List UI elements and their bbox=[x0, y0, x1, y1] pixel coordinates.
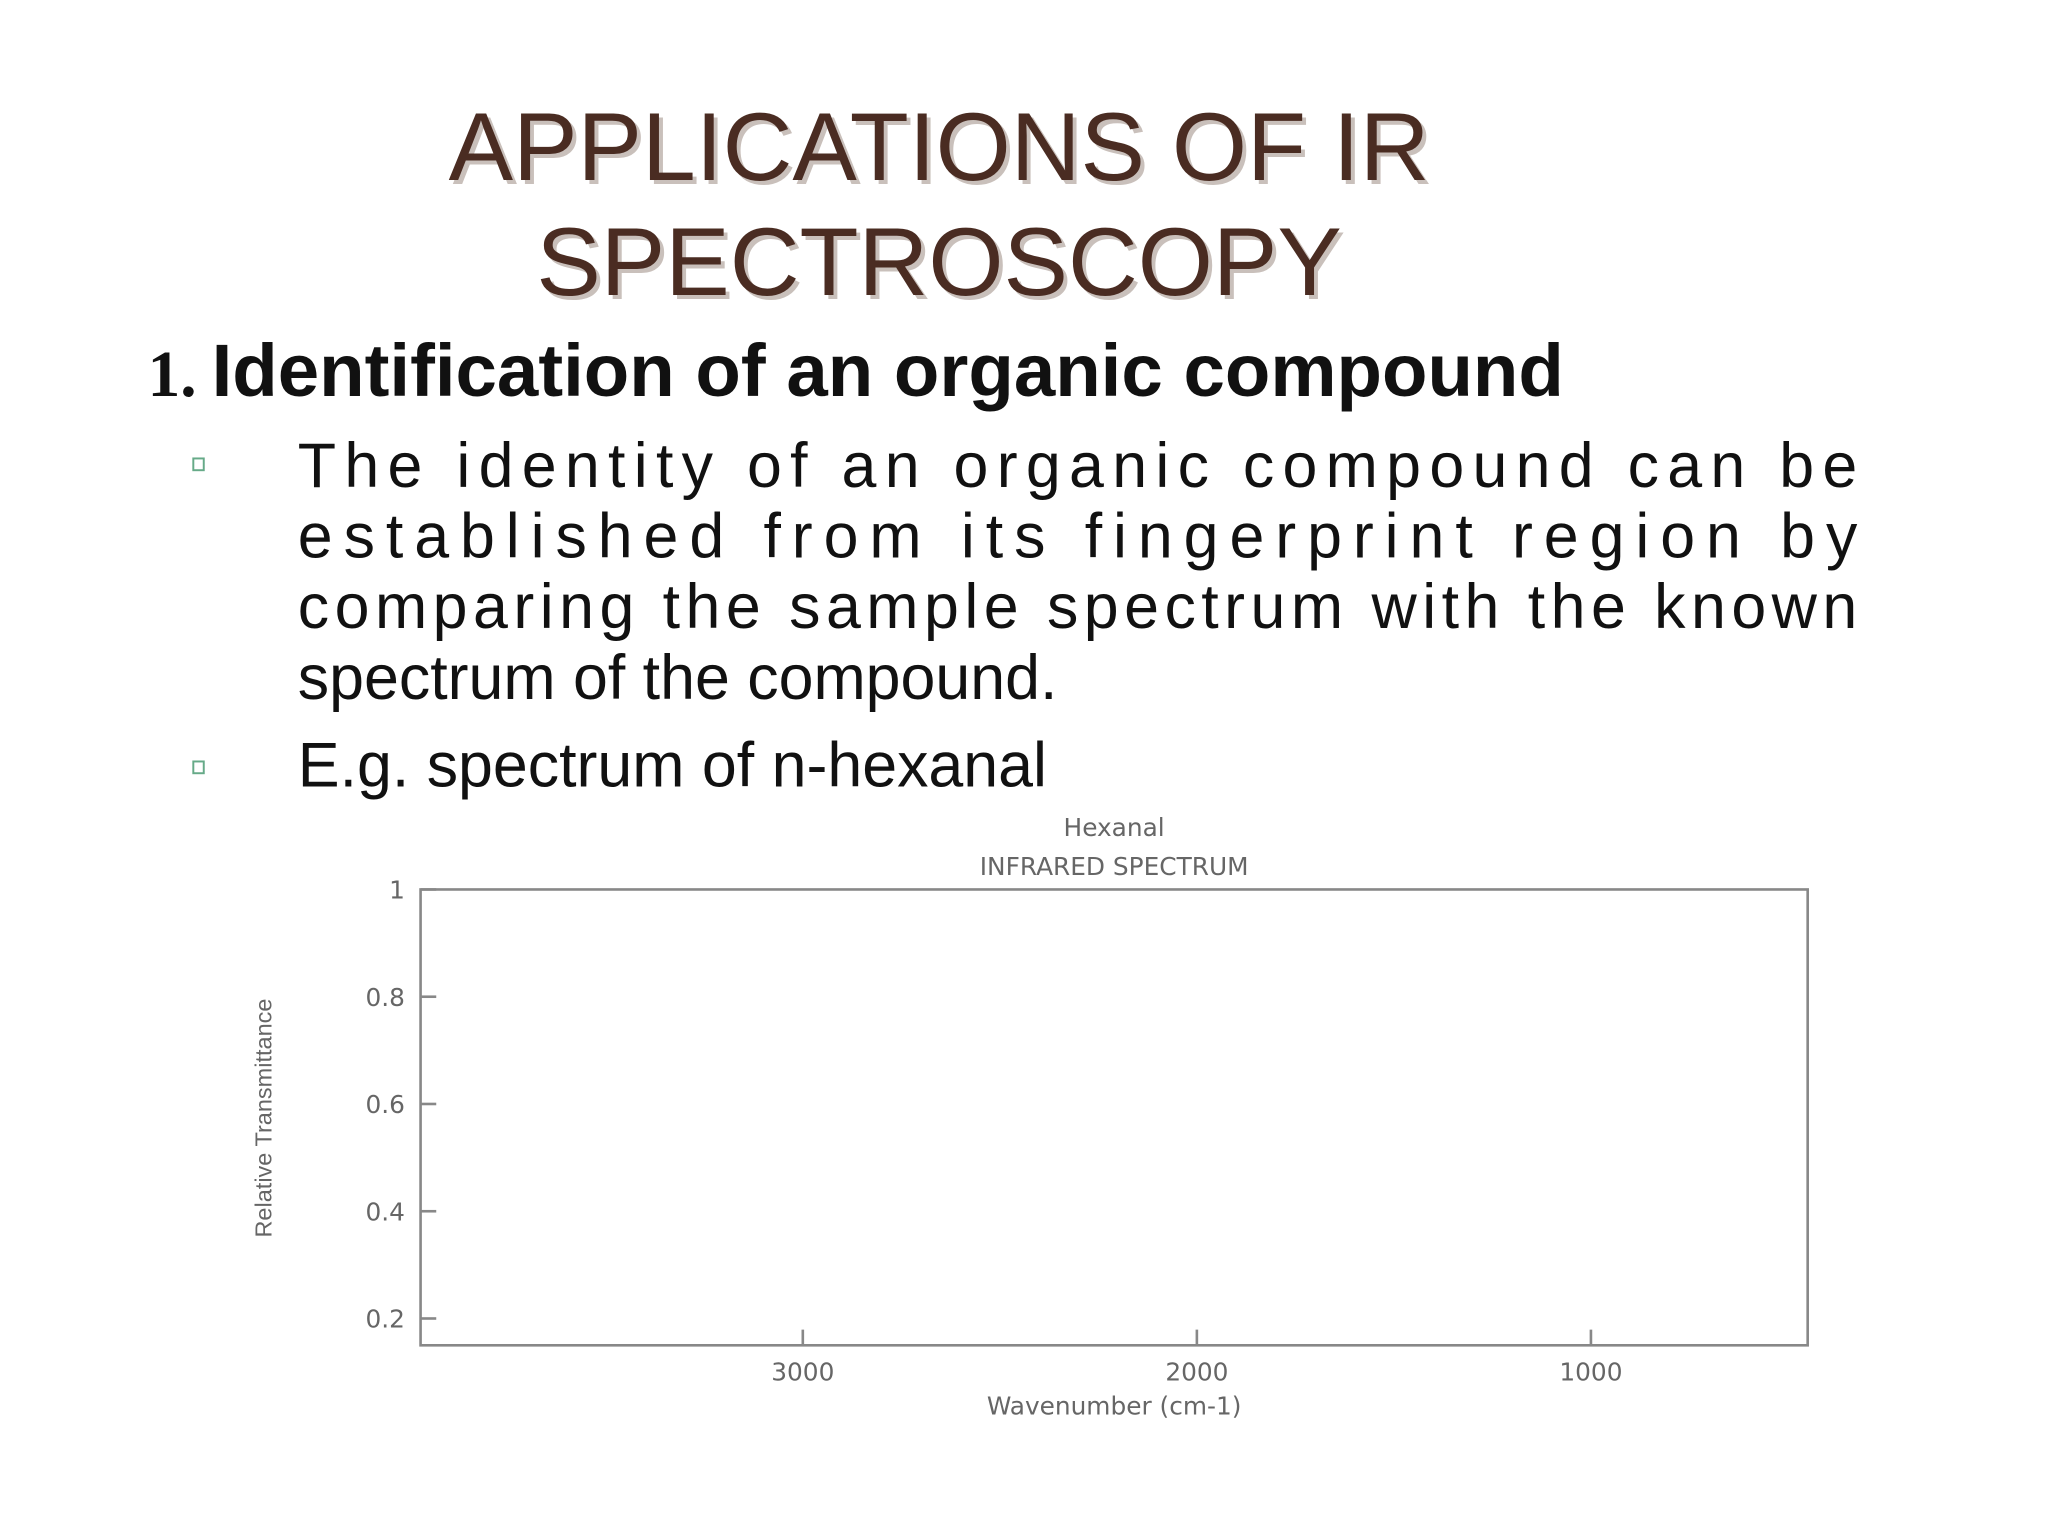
chart-subtitle: INFRARED SPECTRUM bbox=[980, 852, 1249, 881]
x-tick-label: 2000 bbox=[1165, 1358, 1228, 1387]
x-axis-label: Wavenumber (cm-1) bbox=[987, 1392, 1242, 1421]
bullet-line: comparing the sample spectrum with the k… bbox=[298, 572, 1858, 642]
bullet-line: E.g. spectrum of n-hexanal bbox=[298, 730, 1047, 800]
x-tick-label: 1000 bbox=[1559, 1358, 1622, 1387]
y-tick-label: 0.6 bbox=[365, 1090, 404, 1119]
heading-number: 1. bbox=[148, 339, 197, 411]
heading: Identification of an organic compound bbox=[212, 329, 1564, 412]
y-tick-label: 0.2 bbox=[365, 1305, 404, 1334]
title: APPLICATIONS OF IR bbox=[449, 94, 1430, 201]
title-shadow: SPECTROSCOPY bbox=[540, 213, 1346, 320]
chart-title: Hexanal bbox=[1064, 813, 1165, 842]
x-tick-label: 3000 bbox=[771, 1358, 834, 1387]
y-tick-label: 0.4 bbox=[365, 1197, 404, 1226]
plot-frame bbox=[419, 888, 1809, 1347]
title: SPECTROSCOPY bbox=[536, 209, 1342, 316]
y-tick-label: 0.8 bbox=[365, 983, 404, 1012]
y-axis-label: Relative Transmittance bbox=[251, 999, 277, 1238]
y-tick-label: 1 bbox=[389, 876, 405, 905]
bullet-marker bbox=[192, 457, 205, 472]
bullet-line: spectrum of the compound. bbox=[298, 643, 1058, 713]
title-shadow: APPLICATIONS OF IR bbox=[453, 98, 1434, 205]
bullet-marker bbox=[192, 760, 205, 775]
